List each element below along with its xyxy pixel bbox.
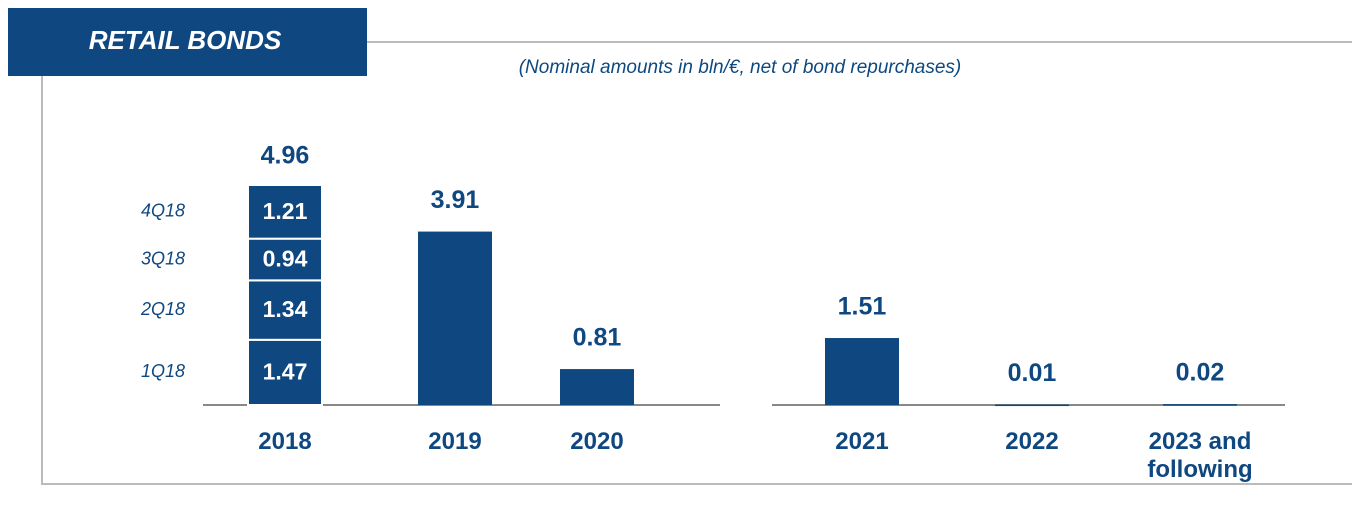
chart-subtitle: (Nominal amounts in bln/€, net of bond r… xyxy=(519,57,962,78)
value-label: 1.51 xyxy=(838,293,887,321)
x-tick-label: 2019 xyxy=(428,428,482,455)
legend-label: 2Q18 xyxy=(140,299,185,319)
x-tick-label: 2022 xyxy=(1005,428,1059,455)
segment-label: 1.34 xyxy=(263,296,308,322)
segment-label: 0.94 xyxy=(263,246,308,272)
bar xyxy=(247,237,323,282)
value-label: 0.02 xyxy=(1176,359,1225,387)
legend-label: 4Q18 xyxy=(141,201,185,221)
chart-title: RETAIL BONDS xyxy=(89,25,282,55)
x-tick-label: 2020 xyxy=(570,428,624,455)
legend-label: 3Q18 xyxy=(141,248,185,268)
value-label: 0.01 xyxy=(1008,359,1057,387)
title-box xyxy=(8,8,367,76)
x-tick-label: 2021 xyxy=(835,428,889,455)
x-tick-label: 2023 and following xyxy=(1147,428,1253,483)
bar xyxy=(247,279,323,341)
value-label: 0.81 xyxy=(573,324,622,352)
bar xyxy=(995,404,1069,407)
total-label: 4.96 xyxy=(261,142,310,170)
bar xyxy=(247,184,323,240)
bar xyxy=(825,338,899,405)
bar xyxy=(418,231,492,405)
segment-label: 1.21 xyxy=(263,198,308,224)
segment-label: 1.47 xyxy=(263,358,308,384)
value-label: 3.91 xyxy=(431,186,480,214)
x-tick-label: 2018 xyxy=(258,428,312,455)
bar xyxy=(560,369,634,405)
legend-label: 1Q18 xyxy=(141,361,185,381)
bar xyxy=(1163,404,1237,406)
